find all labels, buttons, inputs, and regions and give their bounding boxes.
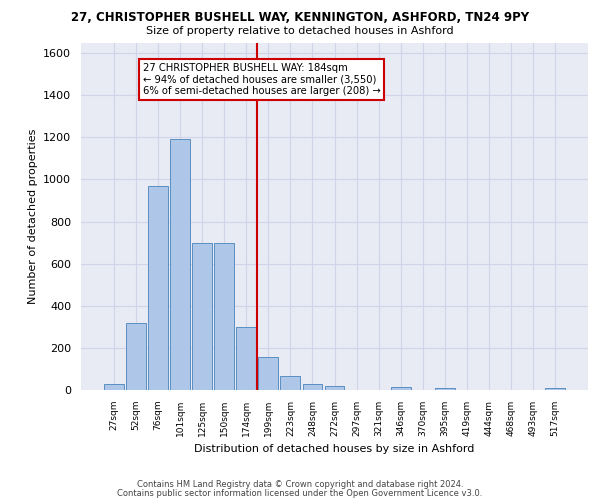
Bar <box>435 388 455 390</box>
Bar <box>214 242 234 390</box>
Bar <box>391 387 410 390</box>
Bar <box>170 140 190 390</box>
Text: Contains HM Land Registry data © Crown copyright and database right 2024.: Contains HM Land Registry data © Crown c… <box>137 480 463 489</box>
Bar <box>236 327 256 390</box>
Bar <box>104 384 124 390</box>
Bar <box>545 388 565 390</box>
Text: Size of property relative to detached houses in Ashford: Size of property relative to detached ho… <box>146 26 454 36</box>
Text: 27 CHRISTOPHER BUSHELL WAY: 184sqm
← 94% of detached houses are smaller (3,550)
: 27 CHRISTOPHER BUSHELL WAY: 184sqm ← 94%… <box>143 62 380 96</box>
Bar <box>126 322 146 390</box>
Y-axis label: Number of detached properties: Number of detached properties <box>28 128 38 304</box>
X-axis label: Distribution of detached houses by size in Ashford: Distribution of detached houses by size … <box>194 444 475 454</box>
Bar <box>325 386 344 390</box>
Bar <box>302 384 322 390</box>
Text: Contains public sector information licensed under the Open Government Licence v3: Contains public sector information licen… <box>118 488 482 498</box>
Bar <box>259 358 278 390</box>
Text: 27, CHRISTOPHER BUSHELL WAY, KENNINGTON, ASHFORD, TN24 9PY: 27, CHRISTOPHER BUSHELL WAY, KENNINGTON,… <box>71 11 529 24</box>
Bar <box>148 186 168 390</box>
Bar <box>280 376 301 390</box>
Bar <box>192 242 212 390</box>
